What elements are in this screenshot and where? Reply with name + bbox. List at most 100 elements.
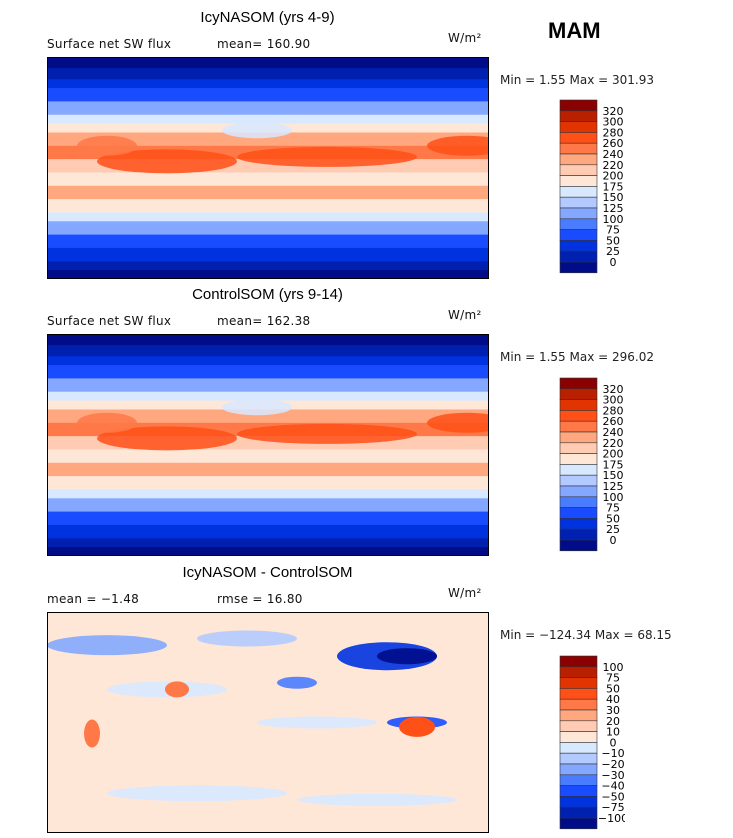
map-feature bbox=[97, 426, 237, 451]
colorbar-swatch bbox=[559, 420, 598, 433]
colorbar-swatch bbox=[559, 153, 598, 166]
colorbar-swatch bbox=[559, 453, 598, 465]
panel3-title: IcyNASOM - ControlSOM bbox=[182, 564, 353, 581]
map-band bbox=[47, 234, 489, 249]
colorbar-label: 20 bbox=[606, 715, 620, 728]
colorbar-label: 260 bbox=[603, 415, 624, 428]
colorbar-label: 75 bbox=[606, 224, 620, 237]
map-feature bbox=[427, 135, 489, 156]
map-band bbox=[47, 212, 489, 222]
panel3-minmax: Min = −124.34 Max = 68.15 bbox=[500, 628, 672, 642]
colorbar-swatch bbox=[559, 99, 598, 112]
colorbar-label: 300 bbox=[603, 394, 624, 407]
panel1-variable: Surface net SW flux bbox=[47, 37, 172, 51]
colorbar-swatch bbox=[559, 698, 598, 711]
season-label: MAM bbox=[548, 18, 601, 43]
panel1-map bbox=[47, 57, 489, 279]
map-band bbox=[47, 409, 489, 424]
colorbar-label: −75 bbox=[601, 801, 624, 814]
colorbar-label: 100 bbox=[603, 491, 624, 504]
colorbar-swatch bbox=[559, 218, 598, 230]
map-band bbox=[47, 449, 489, 464]
colorbar-label: 25 bbox=[606, 523, 620, 536]
panel3-units: W/m² bbox=[448, 586, 482, 600]
map-band bbox=[47, 270, 489, 279]
colorbar-swatch bbox=[559, 399, 598, 411]
panel2-variable: Surface net SW flux bbox=[47, 314, 172, 328]
map-band bbox=[47, 498, 489, 513]
map-feature bbox=[222, 399, 292, 416]
colorbar-label: 100 bbox=[603, 661, 624, 674]
colorbar-label: 50 bbox=[606, 682, 620, 695]
map-band bbox=[47, 79, 489, 89]
colorbar-label: 280 bbox=[603, 404, 624, 417]
colorbar-swatch bbox=[559, 688, 598, 700]
colorbar-swatch bbox=[559, 229, 598, 241]
map-band bbox=[47, 476, 489, 490]
colorbar-label: 50 bbox=[606, 512, 620, 525]
colorbar-swatch bbox=[559, 752, 598, 765]
map-band bbox=[47, 489, 489, 499]
colorbar-swatch bbox=[559, 442, 598, 454]
colorbar-label: 240 bbox=[603, 148, 624, 161]
map-band bbox=[47, 511, 489, 526]
colorbar-label: −10 bbox=[601, 747, 624, 760]
colorbar-label: 150 bbox=[603, 469, 624, 482]
colorbar-swatch bbox=[559, 474, 598, 487]
colorbar-swatch bbox=[559, 785, 598, 797]
colorbar-label: 320 bbox=[603, 105, 624, 118]
panel1-units: W/m² bbox=[448, 31, 482, 45]
colorbar-label: 30 bbox=[606, 704, 620, 717]
panel3-mean: mean = −1.48 bbox=[47, 592, 140, 606]
colorbar-label: 75 bbox=[606, 502, 620, 515]
colorbar-swatch bbox=[559, 677, 598, 689]
colorbar-label: −20 bbox=[601, 758, 624, 771]
map-feature bbox=[377, 648, 437, 665]
colorbar-swatch bbox=[559, 666, 598, 678]
map-band bbox=[47, 365, 489, 379]
colorbar-swatch bbox=[559, 817, 598, 830]
map-band bbox=[47, 247, 489, 262]
colorbar-swatch bbox=[559, 377, 598, 390]
colorbar-label: 0 bbox=[610, 534, 617, 547]
colorbar-label: 100 bbox=[603, 213, 624, 226]
colorbar-label: 0 bbox=[610, 256, 617, 269]
map-feature bbox=[277, 676, 317, 689]
colorbar-swatch bbox=[559, 388, 598, 400]
panel2-units: W/m² bbox=[448, 308, 482, 322]
colorbar-swatch bbox=[559, 132, 598, 144]
map-band bbox=[47, 391, 489, 402]
colorbar-swatch bbox=[559, 464, 598, 476]
colorbar-label: 150 bbox=[603, 191, 624, 204]
map-band bbox=[47, 261, 489, 271]
panel1-minmax: Min = 1.55 Max = 301.93 bbox=[500, 73, 654, 87]
map-feature bbox=[237, 146, 417, 167]
colorbar-swatch bbox=[559, 742, 598, 754]
colorbar-label: 175 bbox=[603, 458, 624, 471]
map-band bbox=[47, 378, 489, 393]
colorbar-label: −100 bbox=[598, 812, 625, 825]
map-feature bbox=[427, 412, 489, 433]
colorbar-label: −30 bbox=[601, 769, 624, 782]
colorbar-label: 175 bbox=[603, 180, 624, 193]
map-band bbox=[47, 132, 489, 147]
colorbar-label: 220 bbox=[603, 159, 624, 172]
colorbar-label: 0 bbox=[610, 736, 617, 749]
colorbar-swatch bbox=[559, 410, 598, 422]
colorbar-swatch bbox=[559, 763, 598, 776]
colorbar-swatch bbox=[559, 774, 598, 786]
panel2-title: ControlSOM (yrs 9-14) bbox=[192, 286, 343, 303]
colorbar-swatch bbox=[559, 806, 598, 819]
map-feature bbox=[47, 635, 167, 656]
colorbar-swatch bbox=[559, 720, 598, 732]
colorbar-label: 200 bbox=[603, 448, 624, 461]
map-feature bbox=[222, 122, 292, 139]
map-band bbox=[47, 356, 489, 366]
colorbar-label: 280 bbox=[603, 126, 624, 139]
colorbar-swatch bbox=[559, 539, 598, 552]
colorbar-label: 125 bbox=[603, 480, 624, 493]
colorbar-label: 50 bbox=[606, 234, 620, 247]
panel3-map bbox=[47, 612, 489, 833]
